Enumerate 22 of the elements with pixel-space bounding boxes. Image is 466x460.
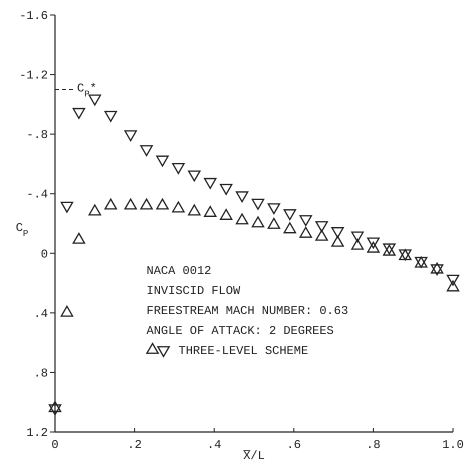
y-tick-label: -.4: [26, 188, 48, 202]
x-tick-label: .2: [127, 438, 142, 452]
annotation: FREESTREAM MACH NUMBER: 0.63: [146, 304, 348, 318]
x-tick-label: 1.0: [442, 438, 464, 452]
annotation: ANGLE OF ATTACK: 2 DEGREES: [146, 324, 334, 338]
y-tick-label: .4: [34, 306, 48, 321]
ref-line-label: C$_{P}$*: [77, 81, 97, 100]
y-tick-label: .8: [34, 366, 48, 380]
x-tick-label: 0: [51, 438, 59, 452]
y-tick-label: 1.2: [26, 426, 48, 440]
x-tick-label: .6: [286, 438, 302, 452]
y-tick-label: -1.6: [19, 9, 48, 23]
y-tick-label: -1.2: [19, 68, 48, 83]
x-tick-label: .8: [366, 438, 381, 452]
annotation: INVISCID FLOW: [146, 284, 241, 298]
x-tick-label: .4: [206, 438, 222, 452]
annotation: NACA 0012: [146, 264, 212, 278]
y-tick-label: 0: [40, 247, 48, 262]
x-axis-title: X̅/L: [242, 449, 265, 460]
y-tick-label: -.8: [26, 128, 48, 142]
legend-label: THREE-LEVEL SCHEME: [178, 344, 308, 358]
y-axis-title: C$_{P}$: [16, 220, 28, 239]
